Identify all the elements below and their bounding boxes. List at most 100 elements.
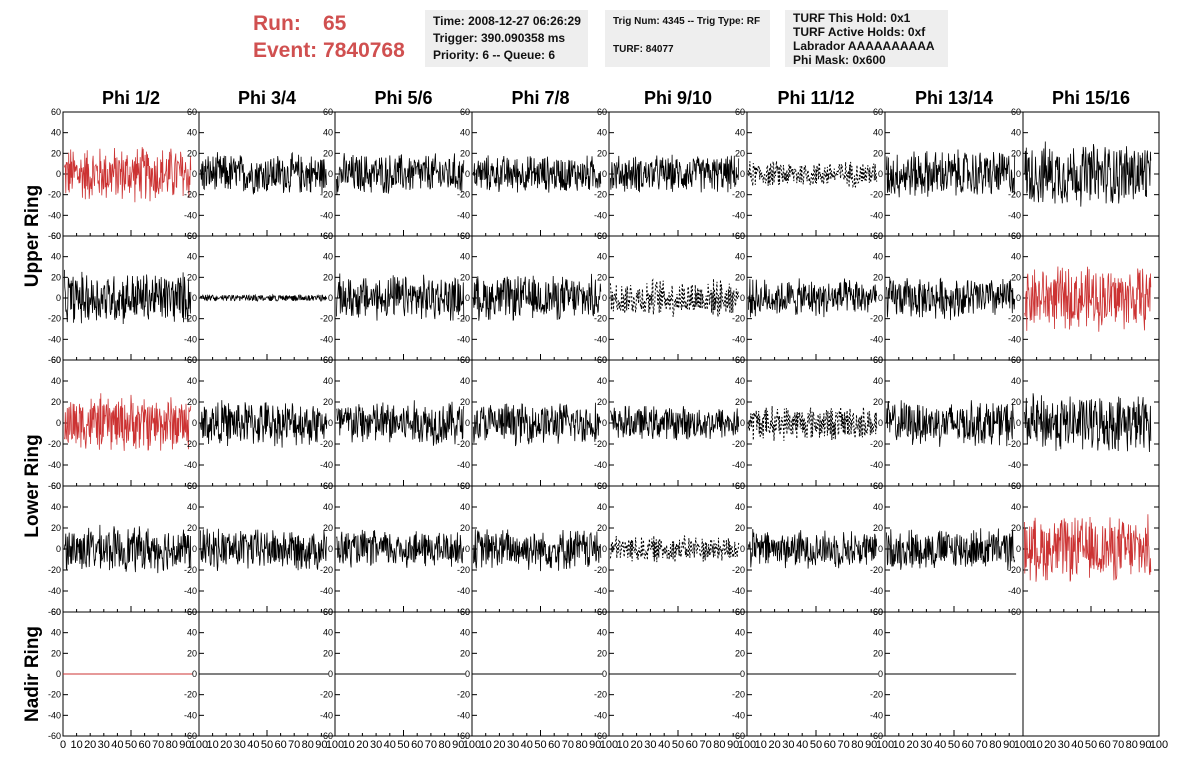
trigger-line: Trigger: 390.090358 ms xyxy=(433,31,566,45)
y-tick-label: -40 xyxy=(732,710,745,720)
trace-line xyxy=(336,529,465,568)
row-title: Upper Ring xyxy=(22,185,43,287)
y-tick-label: 0 xyxy=(465,169,470,179)
y-tick-label: 20 xyxy=(460,648,470,658)
x-tick-label: 40 xyxy=(934,739,946,751)
y-tick-label: -40 xyxy=(184,334,197,344)
y-tick-label: 0 xyxy=(602,293,607,303)
y-tick-label: -40 xyxy=(184,210,197,220)
trace-line xyxy=(1024,514,1152,582)
y-tick-label: 40 xyxy=(460,628,470,638)
y-tick-label: 60 xyxy=(187,355,197,365)
x-tick-label: 60 xyxy=(1098,739,1110,751)
y-tick-label: 40 xyxy=(735,628,745,638)
y-tick-label: 0 xyxy=(602,169,607,179)
x-tick-label: 10 xyxy=(1030,739,1042,751)
panel xyxy=(1022,611,1160,737)
y-tick-label: 0 xyxy=(192,293,197,303)
y-tick-label: -40 xyxy=(870,334,883,344)
y-tick-label: -20 xyxy=(184,565,197,575)
x-tick-label: 60 xyxy=(962,739,974,751)
y-tick-label: -20 xyxy=(320,314,333,324)
panel xyxy=(334,235,473,361)
row-title: Nadir Ring xyxy=(22,626,43,722)
y-tick-label: -40 xyxy=(184,586,197,596)
y-tick-label: 60 xyxy=(1011,231,1021,241)
y-tick-label: 60 xyxy=(597,607,607,617)
y-tick-label: 0 xyxy=(740,293,745,303)
y-tick-label: -40 xyxy=(732,586,745,596)
y-tick-label: 20 xyxy=(187,272,197,282)
trace-line xyxy=(200,151,328,195)
panel xyxy=(62,235,200,361)
panel-frame xyxy=(884,485,1024,613)
panel xyxy=(884,235,1024,361)
event-value: 7840768 xyxy=(323,39,405,62)
x-tick-label: 90 xyxy=(315,739,327,751)
y-tick-label: 60 xyxy=(735,107,745,117)
x-tick-label: 40 xyxy=(658,739,670,751)
run-value: 65 xyxy=(323,12,347,35)
x-tick-label: 60 xyxy=(274,739,286,751)
y-tick-label: 20 xyxy=(735,523,745,533)
y-tick-label: -40 xyxy=(320,334,333,344)
y-tick-label: -60 xyxy=(320,731,333,741)
trace-line xyxy=(336,400,465,446)
y-tick-label: 40 xyxy=(51,252,61,262)
y-tick-label: -20 xyxy=(732,690,745,700)
y-tick-label: -20 xyxy=(320,690,333,700)
y-tick-label: 20 xyxy=(51,148,61,158)
x-tick-label: 40 xyxy=(384,739,396,751)
trace-line xyxy=(64,524,192,574)
event-label: Event: xyxy=(253,39,318,62)
y-tick-label: 60 xyxy=(873,231,883,241)
y-tick-label: 40 xyxy=(1011,376,1021,386)
y-tick-label: 40 xyxy=(735,502,745,512)
y-tick-label: 20 xyxy=(873,272,883,282)
y-tick-label: 20 xyxy=(735,648,745,658)
y-tick-label: 40 xyxy=(51,128,61,138)
x-tick-label: 100 xyxy=(876,739,894,751)
turf-line: TURF: 84077 xyxy=(613,44,674,55)
y-tick-label: -40 xyxy=(320,210,333,220)
y-tick-label: -20 xyxy=(1008,565,1021,575)
y-tick-label: 0 xyxy=(192,418,197,428)
y-tick-label: 0 xyxy=(878,418,883,428)
y-tick-label: 20 xyxy=(1011,523,1021,533)
y-tick-label: -40 xyxy=(457,460,470,470)
y-tick-label: 0 xyxy=(878,544,883,554)
y-tick-label: -60 xyxy=(732,731,745,741)
x-tick-label: 30 xyxy=(507,739,519,751)
panel xyxy=(471,111,610,237)
column-title: Phi 3/4 xyxy=(238,88,296,108)
y-tick-label: -40 xyxy=(1008,460,1021,470)
y-tick-label: -60 xyxy=(870,731,883,741)
x-tick-label: 70 xyxy=(288,739,300,751)
panel xyxy=(608,485,748,613)
panel xyxy=(746,235,886,361)
panel xyxy=(334,359,473,487)
y-tick-label: 20 xyxy=(597,397,607,407)
y-tick-label: -20 xyxy=(457,565,470,575)
x-tick-label: 30 xyxy=(782,739,794,751)
x-tick-label: 20 xyxy=(630,739,642,751)
x-tick-label: 90 xyxy=(1139,739,1151,751)
y-tick-label: -20 xyxy=(594,190,607,200)
y-tick-label: 40 xyxy=(1011,128,1021,138)
y-tick-label: -40 xyxy=(594,460,607,470)
y-tick-label: -40 xyxy=(1008,210,1021,220)
y-tick-label: 40 xyxy=(51,628,61,638)
y-tick-label: 40 xyxy=(873,376,883,386)
y-tick-label: 60 xyxy=(1011,107,1021,117)
trace-line xyxy=(1024,393,1152,453)
y-tick-label: 0 xyxy=(465,418,470,428)
labrador-line: Labrador AAAAAAAAAA xyxy=(793,39,935,53)
y-tick-label: 20 xyxy=(51,523,61,533)
y-tick-label: -20 xyxy=(184,190,197,200)
y-tick-label: 60 xyxy=(51,107,61,117)
y-tick-label: 0 xyxy=(56,418,61,428)
y-tick-label: 0 xyxy=(328,544,333,554)
y-tick-label: -40 xyxy=(870,586,883,596)
trace-line xyxy=(473,402,602,447)
y-tick-label: 0 xyxy=(1016,169,1021,179)
